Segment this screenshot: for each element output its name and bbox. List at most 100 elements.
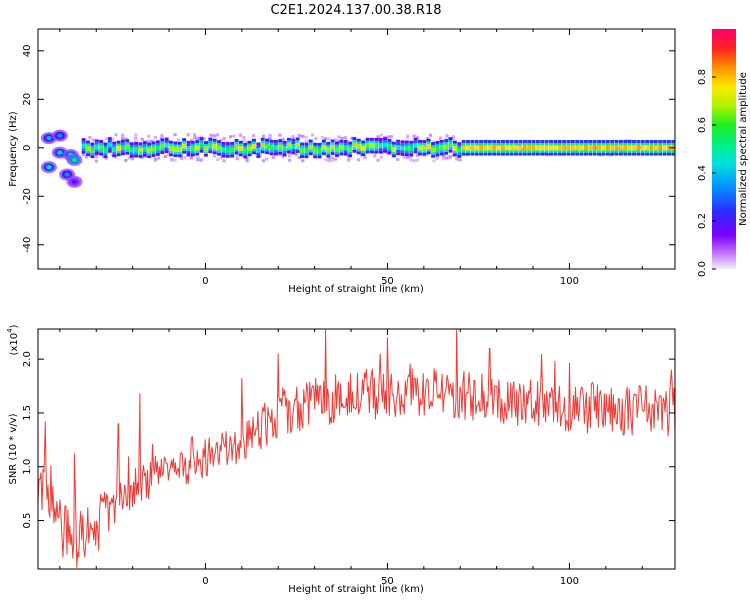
spectral-cell xyxy=(94,147,99,150)
spectral-cell xyxy=(409,140,414,144)
spectral-cell xyxy=(142,144,147,147)
spectral-speckle xyxy=(193,136,197,140)
spectral-cell xyxy=(666,140,671,143)
spectral-cell xyxy=(269,152,274,156)
spectral-speckle xyxy=(88,135,92,139)
spectral-speckle xyxy=(297,156,302,160)
spectral-cell xyxy=(479,147,484,151)
spectral-cell xyxy=(483,147,488,151)
spectral-cell xyxy=(592,140,597,143)
spectral-cell xyxy=(544,150,549,153)
spectral-cell xyxy=(138,154,143,158)
spectral-cell xyxy=(470,147,475,151)
spectral-speckle xyxy=(337,139,341,143)
spectral-cell xyxy=(356,138,361,142)
spectral-cell xyxy=(186,151,191,154)
snr-plot-area xyxy=(38,329,675,569)
spectral-cell xyxy=(404,148,409,151)
spectral-cell xyxy=(400,150,405,153)
spectral-cell xyxy=(134,141,138,145)
spectral-cell xyxy=(234,138,239,142)
spectral-speckle xyxy=(448,155,452,159)
spectral-speckle xyxy=(219,138,223,142)
spectral-cell xyxy=(610,152,615,156)
spectral-cell xyxy=(221,147,226,150)
spectral-cell xyxy=(125,144,130,147)
figure-title: C2E1.2024.137.00.38.R18 xyxy=(270,3,441,18)
spectral-cell xyxy=(265,141,270,144)
spectral-cell xyxy=(116,153,121,157)
spectral-cell xyxy=(173,146,178,150)
spectral-cell xyxy=(496,140,501,143)
spectral-cell xyxy=(391,144,396,148)
spectral-cell xyxy=(335,154,339,157)
spectral-cell xyxy=(418,150,422,153)
spectral-cell xyxy=(461,140,466,143)
spectral-cell xyxy=(164,147,169,151)
spectral-cell xyxy=(540,145,545,148)
spectral-cell xyxy=(169,153,173,157)
spectral-cell xyxy=(343,145,348,148)
spectral-speckle xyxy=(235,154,239,158)
spectral-speckle xyxy=(442,157,446,161)
spectral-cell xyxy=(457,154,462,158)
spectral-cell xyxy=(90,145,95,148)
spectral-cell xyxy=(212,146,217,149)
spectral-cell xyxy=(618,145,623,148)
spectral-cell xyxy=(203,151,208,154)
spectral-cell xyxy=(466,147,470,151)
spectral-cell xyxy=(81,141,86,144)
spectral-cell xyxy=(348,151,353,155)
snr-scale-prefix: (x10 xyxy=(9,333,20,356)
spectral-cell xyxy=(601,142,606,146)
spectral-cell xyxy=(238,146,243,149)
spectral-cell xyxy=(182,143,187,146)
spectral-cell xyxy=(278,149,283,152)
spectral-cell xyxy=(448,149,453,153)
spectral-cell xyxy=(326,154,331,158)
spectral-speckle xyxy=(455,156,459,160)
spectral-cell xyxy=(203,153,208,157)
spectral-cell xyxy=(431,149,436,153)
spectral-cell xyxy=(260,137,265,141)
spectral-speckle xyxy=(288,152,292,156)
spectral-cell xyxy=(588,147,593,151)
spectral-cell xyxy=(588,140,593,143)
spectral-cell xyxy=(640,152,645,156)
spectral-cell xyxy=(120,139,125,143)
spectral-cell xyxy=(483,145,488,148)
spectral-speckle xyxy=(212,134,216,138)
spectral-cell xyxy=(260,145,265,149)
spectral-cell xyxy=(662,150,667,153)
spectral-cell xyxy=(286,150,291,154)
spectral-speckle xyxy=(173,133,177,137)
spectral-cell xyxy=(509,142,514,146)
spectral-cell xyxy=(383,149,387,153)
spectral-speckle xyxy=(363,155,367,159)
spectral-speckle xyxy=(134,140,138,144)
spectral-cell xyxy=(610,140,615,143)
spectral-speckle xyxy=(350,136,354,140)
spectral-cell xyxy=(623,142,628,146)
spectral-cell xyxy=(601,140,606,143)
spectral-cell xyxy=(164,137,169,141)
spectral-cell xyxy=(592,145,597,148)
spectral-cell xyxy=(535,147,540,151)
spectral-cell xyxy=(400,148,405,151)
spectral-cell xyxy=(601,152,606,156)
spectral-speckle xyxy=(373,154,377,158)
spectral-cell xyxy=(182,148,187,151)
spectral-cell xyxy=(369,150,374,154)
spectral-cell xyxy=(605,152,610,156)
spectral-cell xyxy=(535,142,540,146)
spectral-cell xyxy=(518,150,523,153)
spectrogram-x-axis-label: Height of straight line (km) xyxy=(288,284,424,295)
spectral-cell xyxy=(217,140,221,144)
spectral-speckle xyxy=(281,155,285,159)
spectral-cell xyxy=(509,147,514,151)
spectral-speckle xyxy=(252,134,256,138)
spectral-speckle xyxy=(327,137,331,141)
spectral-speckle xyxy=(147,139,151,143)
spectral-cell xyxy=(234,151,239,155)
spectral-cell xyxy=(129,149,134,153)
